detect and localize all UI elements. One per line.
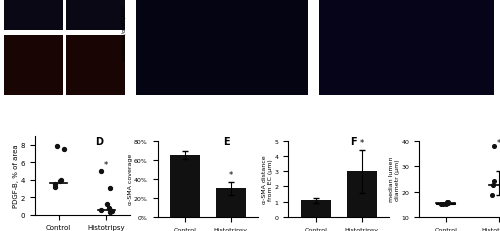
Point <box>498 175 500 178</box>
Point <box>60 148 68 151</box>
Point <box>104 203 112 206</box>
Y-axis label: α-SMA coverage: α-SMA coverage <box>128 154 132 204</box>
Point <box>490 144 498 148</box>
Bar <box>4 0 62 31</box>
Bar <box>347 171 376 217</box>
Text: E: E <box>223 136 230 146</box>
Bar <box>301 200 330 217</box>
Text: F: F <box>350 136 357 146</box>
Point <box>108 210 116 213</box>
Point <box>497 187 500 191</box>
Bar <box>66 0 125 31</box>
Point <box>54 145 62 149</box>
Bar <box>136 0 308 96</box>
Point <box>51 182 59 186</box>
Bar <box>318 0 494 96</box>
Bar <box>170 155 200 217</box>
Bar <box>216 188 246 217</box>
Point <box>106 210 114 214</box>
Point <box>51 185 59 189</box>
Bar <box>436 203 455 204</box>
Text: *: * <box>104 161 108 170</box>
Point <box>444 201 452 205</box>
Text: *: * <box>228 170 233 179</box>
Point <box>436 202 444 206</box>
Point <box>490 180 498 183</box>
Point <box>106 187 114 191</box>
Bar <box>4 36 62 96</box>
Point <box>489 183 497 187</box>
Y-axis label: median lumen
diametr (μm): median lumen diametr (μm) <box>390 156 400 202</box>
Point <box>438 202 446 206</box>
Y-axis label: PDGF-B, % of area: PDGF-B, % of area <box>14 144 20 207</box>
Text: *: * <box>496 138 500 147</box>
Text: D: D <box>95 136 103 146</box>
Point <box>443 201 451 204</box>
Point <box>488 194 496 197</box>
Point <box>58 178 66 182</box>
Text: endomucin/αSMA/DAPI: endomucin/αSMA/DAPI <box>121 4 126 60</box>
Y-axis label: α-SMA distance
from EC (μm): α-SMA distance from EC (μm) <box>262 155 273 203</box>
Point <box>104 206 112 210</box>
Point <box>97 169 105 173</box>
Bar <box>66 36 125 96</box>
Point <box>97 209 105 212</box>
Point <box>444 200 452 204</box>
Point <box>56 180 64 183</box>
Text: *: * <box>360 138 364 147</box>
Point <box>442 203 450 206</box>
